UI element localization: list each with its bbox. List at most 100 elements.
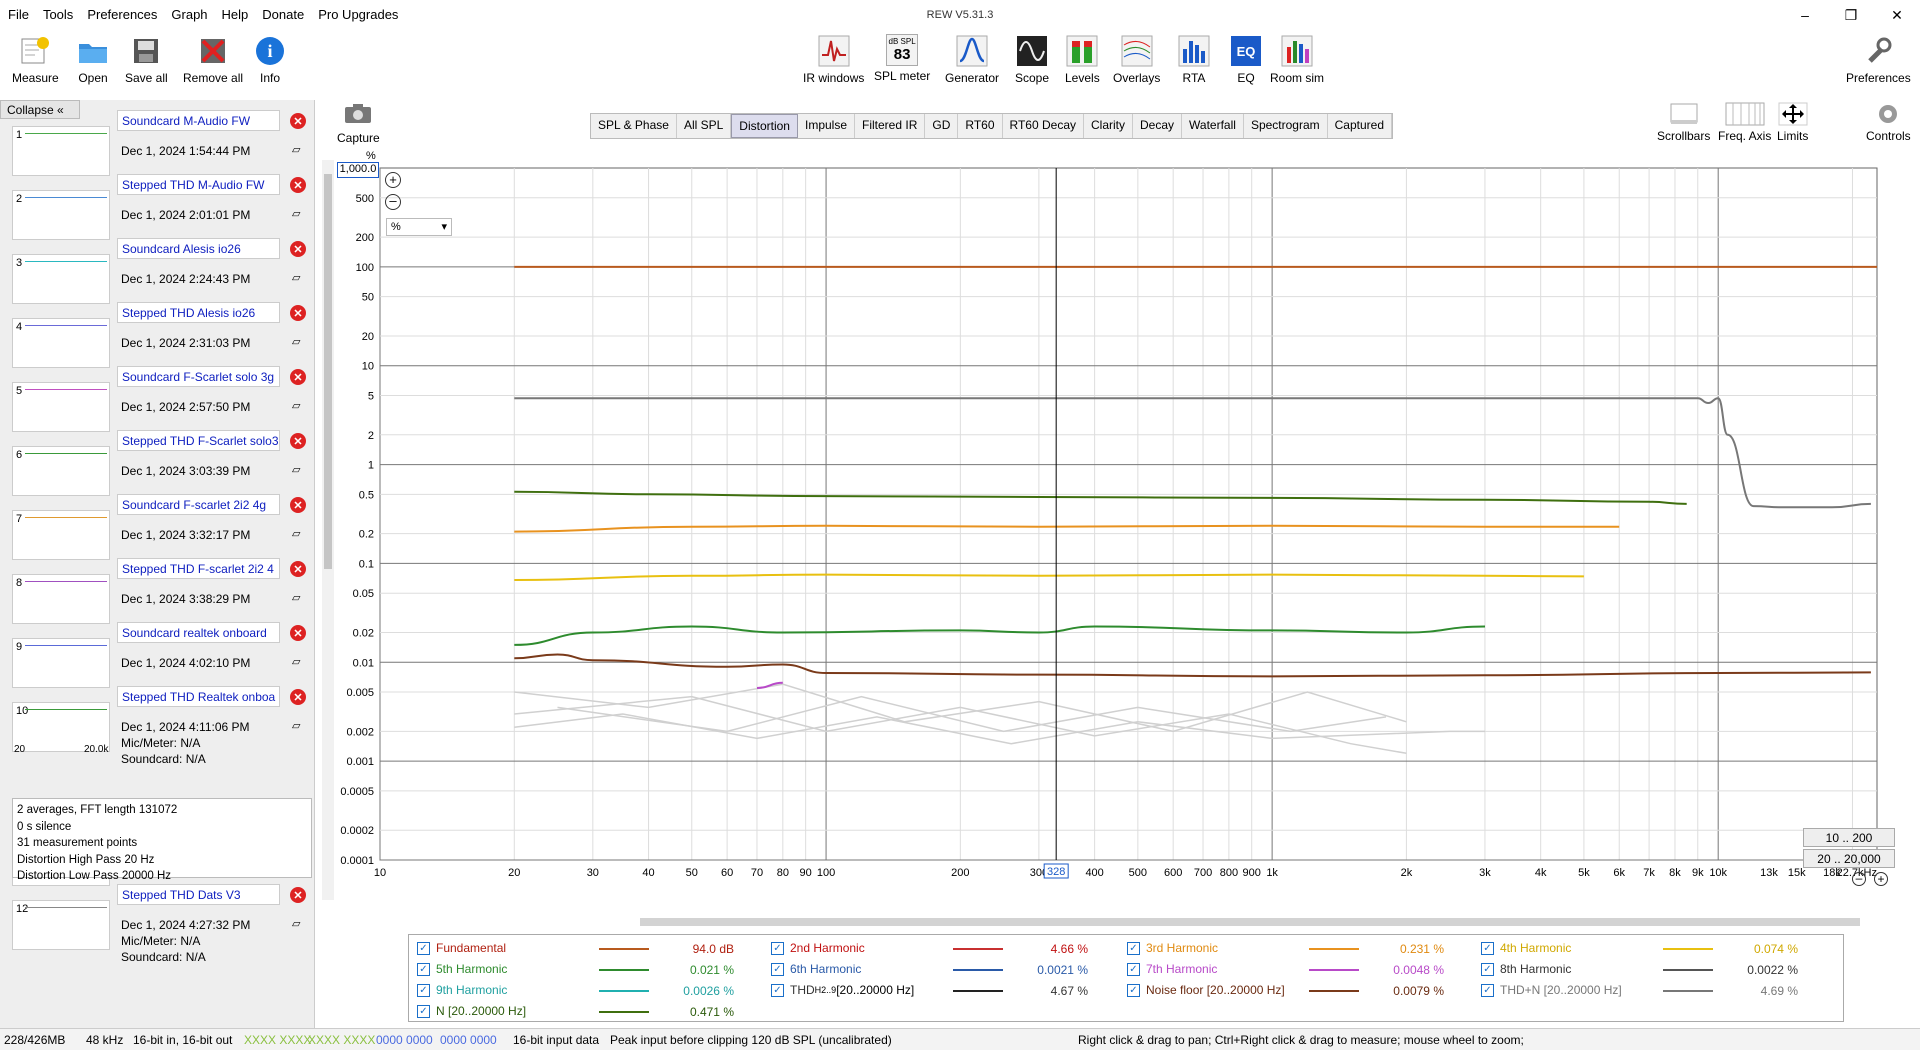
tab-distortion[interactable]: Distortion (731, 114, 798, 138)
range-20-20000-button[interactable]: 20 .. 20,000 (1803, 849, 1895, 868)
remove-measurement-icon[interactable]: ✕ (290, 689, 306, 705)
legend-checkbox[interactable]: ✓ (417, 1004, 430, 1018)
room-sim-button[interactable]: Room sim (1270, 34, 1324, 85)
measurement-settings-icon[interactable]: ▱ (292, 656, 301, 668)
tab-rt60[interactable]: RT60 (958, 114, 1003, 138)
levels-button[interactable]: Levels (1065, 34, 1100, 85)
spl-meter-button[interactable]: dB SPL 83 SPL meter (874, 34, 930, 83)
remove-measurement-icon[interactable]: ✕ (290, 625, 306, 641)
remove-measurement-icon[interactable]: ✕ (290, 561, 306, 577)
minimize-icon[interactable]: – (1801, 7, 1809, 23)
legend-checkbox[interactable]: ✓ (771, 941, 784, 955)
measurement-item[interactable]: Stepped THD Realtek onboa ✕ 10 Dec 1, 2024 … (0, 686, 314, 752)
legend-item[interactable]: ✓ 5th Harmonic (417, 962, 507, 976)
x-zoom-in-icon[interactable]: + (1874, 872, 1888, 886)
legend-checkbox[interactable]: ✓ (1481, 941, 1494, 955)
measurement-settings-icon[interactable]: ▱ (292, 918, 301, 930)
measurement-thumbnail[interactable]: 1 (12, 126, 110, 176)
distortion-graph[interactable]: 500 200 100 50 20 10 5 2 1 0.5 0.2 0.1 0.05 0.02 0.01 0… (322, 160, 1897, 910)
rta-button[interactable]: RTA (1177, 34, 1211, 85)
zoom-out-icon[interactable]: – (385, 194, 401, 210)
limits-button[interactable]: Limits (1777, 102, 1808, 143)
measurement-settings-icon[interactable]: ▱ (292, 464, 301, 476)
controls-button[interactable]: Controls (1866, 102, 1911, 143)
measurement-item[interactable]: Soundcard M-Audio FW ✕ 1 Dec 1, 2024 1:54:4… (0, 110, 314, 176)
menu-preferences[interactable]: Preferences (87, 7, 158, 22)
measurement-thumbnail[interactable]: 5 (12, 382, 110, 432)
measurement-thumbnail[interactable]: 3 (12, 254, 110, 304)
measurement-item[interactable]: Stepped THD M-Audio FW ✕ 2 Dec 1, 2024 2:01… (0, 174, 314, 240)
measurement-name[interactable]: Stepped THD Alesis io26 (117, 302, 280, 323)
legend-item[interactable]: ✓ 8th Harmonic (1481, 962, 1571, 976)
remove-measurement-icon[interactable]: ✕ (290, 305, 306, 321)
info-button[interactable]: i Info (253, 34, 287, 85)
remove-measurement-icon[interactable]: ✕ (290, 887, 306, 903)
close-icon[interactable]: ✕ (1891, 6, 1903, 23)
scope-button[interactable]: Scope (1015, 34, 1049, 85)
capture-button[interactable]: Capture (337, 102, 380, 145)
measurement-thumbnail[interactable]: 8 (12, 574, 110, 624)
remove-measurement-icon[interactable]: ✕ (290, 177, 306, 193)
measurement-item[interactable]: Stepped THD F-scarlet 2i2 4 ✕ 8 Dec 1, 2024… (0, 558, 314, 624)
save-all-button[interactable]: Save all (125, 34, 168, 85)
unit-select[interactable]: % ▾ (386, 218, 452, 236)
measurement-name[interactable]: Stepped THD F-Scarlet solo3 (117, 430, 280, 451)
measurement-thumbnail[interactable]: 10 (12, 702, 110, 752)
legend-checkbox[interactable]: ✓ (771, 962, 784, 976)
measurement-settings-icon[interactable]: ▱ (292, 720, 301, 732)
legend-item[interactable]: ✓ 3rd Harmonic (1127, 941, 1218, 955)
legend-item[interactable]: ✓ N [20..20000 Hz] (417, 1004, 526, 1018)
menu-graph[interactable]: Graph (171, 7, 208, 22)
legend-item[interactable]: ✓ 9th Harmonic (417, 983, 507, 997)
tab-all-spl[interactable]: All SPL (677, 114, 732, 138)
measure-button[interactable]: Measure (12, 34, 59, 85)
legend-checkbox[interactable]: ✓ (1127, 941, 1140, 955)
legend-item[interactable]: ✓ 6th Harmonic (771, 962, 861, 976)
tab-captured[interactable]: Captured (1328, 114, 1393, 138)
measurement-name[interactable]: Soundcard F-scarlet 2i2 4g (117, 494, 280, 515)
measurement-item[interactable]: Soundcard Alesis io26 ✕ 3 Dec 1, 2024 2:24:… (0, 238, 314, 304)
measurement-name[interactable]: Soundcard M-Audio FW (117, 110, 280, 131)
tab-gd[interactable]: GD (925, 114, 959, 138)
plot-area[interactable] (379, 167, 1878, 861)
legend-checkbox[interactable]: ✓ (417, 983, 430, 997)
menu-file[interactable]: File (8, 7, 29, 22)
horizontal-scrollbar[interactable] (640, 918, 1860, 926)
restore-icon[interactable]: ❐ (1844, 6, 1858, 23)
measurement-item[interactable]: Stepped THD Alesis io26 ✕ 4 Dec 1, 2024 2:3… (0, 302, 314, 368)
tab-decay[interactable]: Decay (1133, 114, 1183, 138)
legend-checkbox[interactable]: ✓ (417, 941, 430, 955)
remove-measurement-icon[interactable]: ✕ (290, 497, 306, 513)
tab-filtered-ir[interactable]: Filtered IR (855, 114, 926, 138)
freq-axis-button[interactable]: Freq. Axis (1718, 102, 1771, 143)
measurement-name[interactable]: Soundcard F-Scarlet solo 3g (117, 366, 280, 387)
remove-measurement-icon[interactable]: ✕ (290, 433, 306, 449)
menu-tools[interactable]: Tools (42, 7, 74, 22)
panel-scrollbar[interactable] (322, 160, 334, 900)
range-10-200-button[interactable]: 10 .. 200 (1803, 828, 1895, 847)
measurement-item[interactable]: Soundcard F-Scarlet solo 3g ✕ 5 Dec 1, 2024… (0, 366, 314, 432)
tab-impulse[interactable]: Impulse (798, 114, 856, 138)
zoom-in-icon[interactable]: + (385, 172, 401, 188)
measurement-thumbnail[interactable]: 4 (12, 318, 110, 368)
collapse-button[interactable]: Collapse « (0, 100, 80, 119)
x-zoom-out-icon[interactable]: – (1852, 872, 1866, 886)
y-max-input[interactable]: 1,000.0 (337, 162, 379, 178)
menu-donate[interactable]: Donate (262, 7, 305, 22)
tab-rt60-decay[interactable]: RT60 Decay (1003, 114, 1084, 138)
measurement-item[interactable]: Stepped THD Dats V3 ✕ 12 Dec 1, 2024 4:27:3… (0, 884, 314, 950)
tab-waterfall[interactable]: Waterfall (1182, 114, 1244, 138)
panel-scrollbar-thumb[interactable] (324, 174, 332, 569)
scrollbars-button[interactable]: Scrollbars (1657, 102, 1710, 143)
measurement-settings-icon[interactable]: ▱ (292, 272, 301, 284)
measurement-thumbnail[interactable]: 7 (12, 510, 110, 560)
overlays-button[interactable]: Overlays (1113, 34, 1160, 85)
legend-checkbox[interactable]: ✓ (417, 962, 430, 976)
tab-spl-phase[interactable]: SPL & Phase (591, 114, 677, 138)
legend-checkbox[interactable]: ✓ (1127, 962, 1140, 976)
measurement-settings-icon[interactable]: ▱ (292, 144, 301, 156)
measurement-settings-icon[interactable]: ▱ (292, 336, 301, 348)
menu-help[interactable]: Help (221, 7, 249, 22)
legend-checkbox[interactable]: ✓ (1127, 983, 1140, 997)
measurement-name[interactable]: Stepped THD Dats V3 (117, 884, 280, 905)
